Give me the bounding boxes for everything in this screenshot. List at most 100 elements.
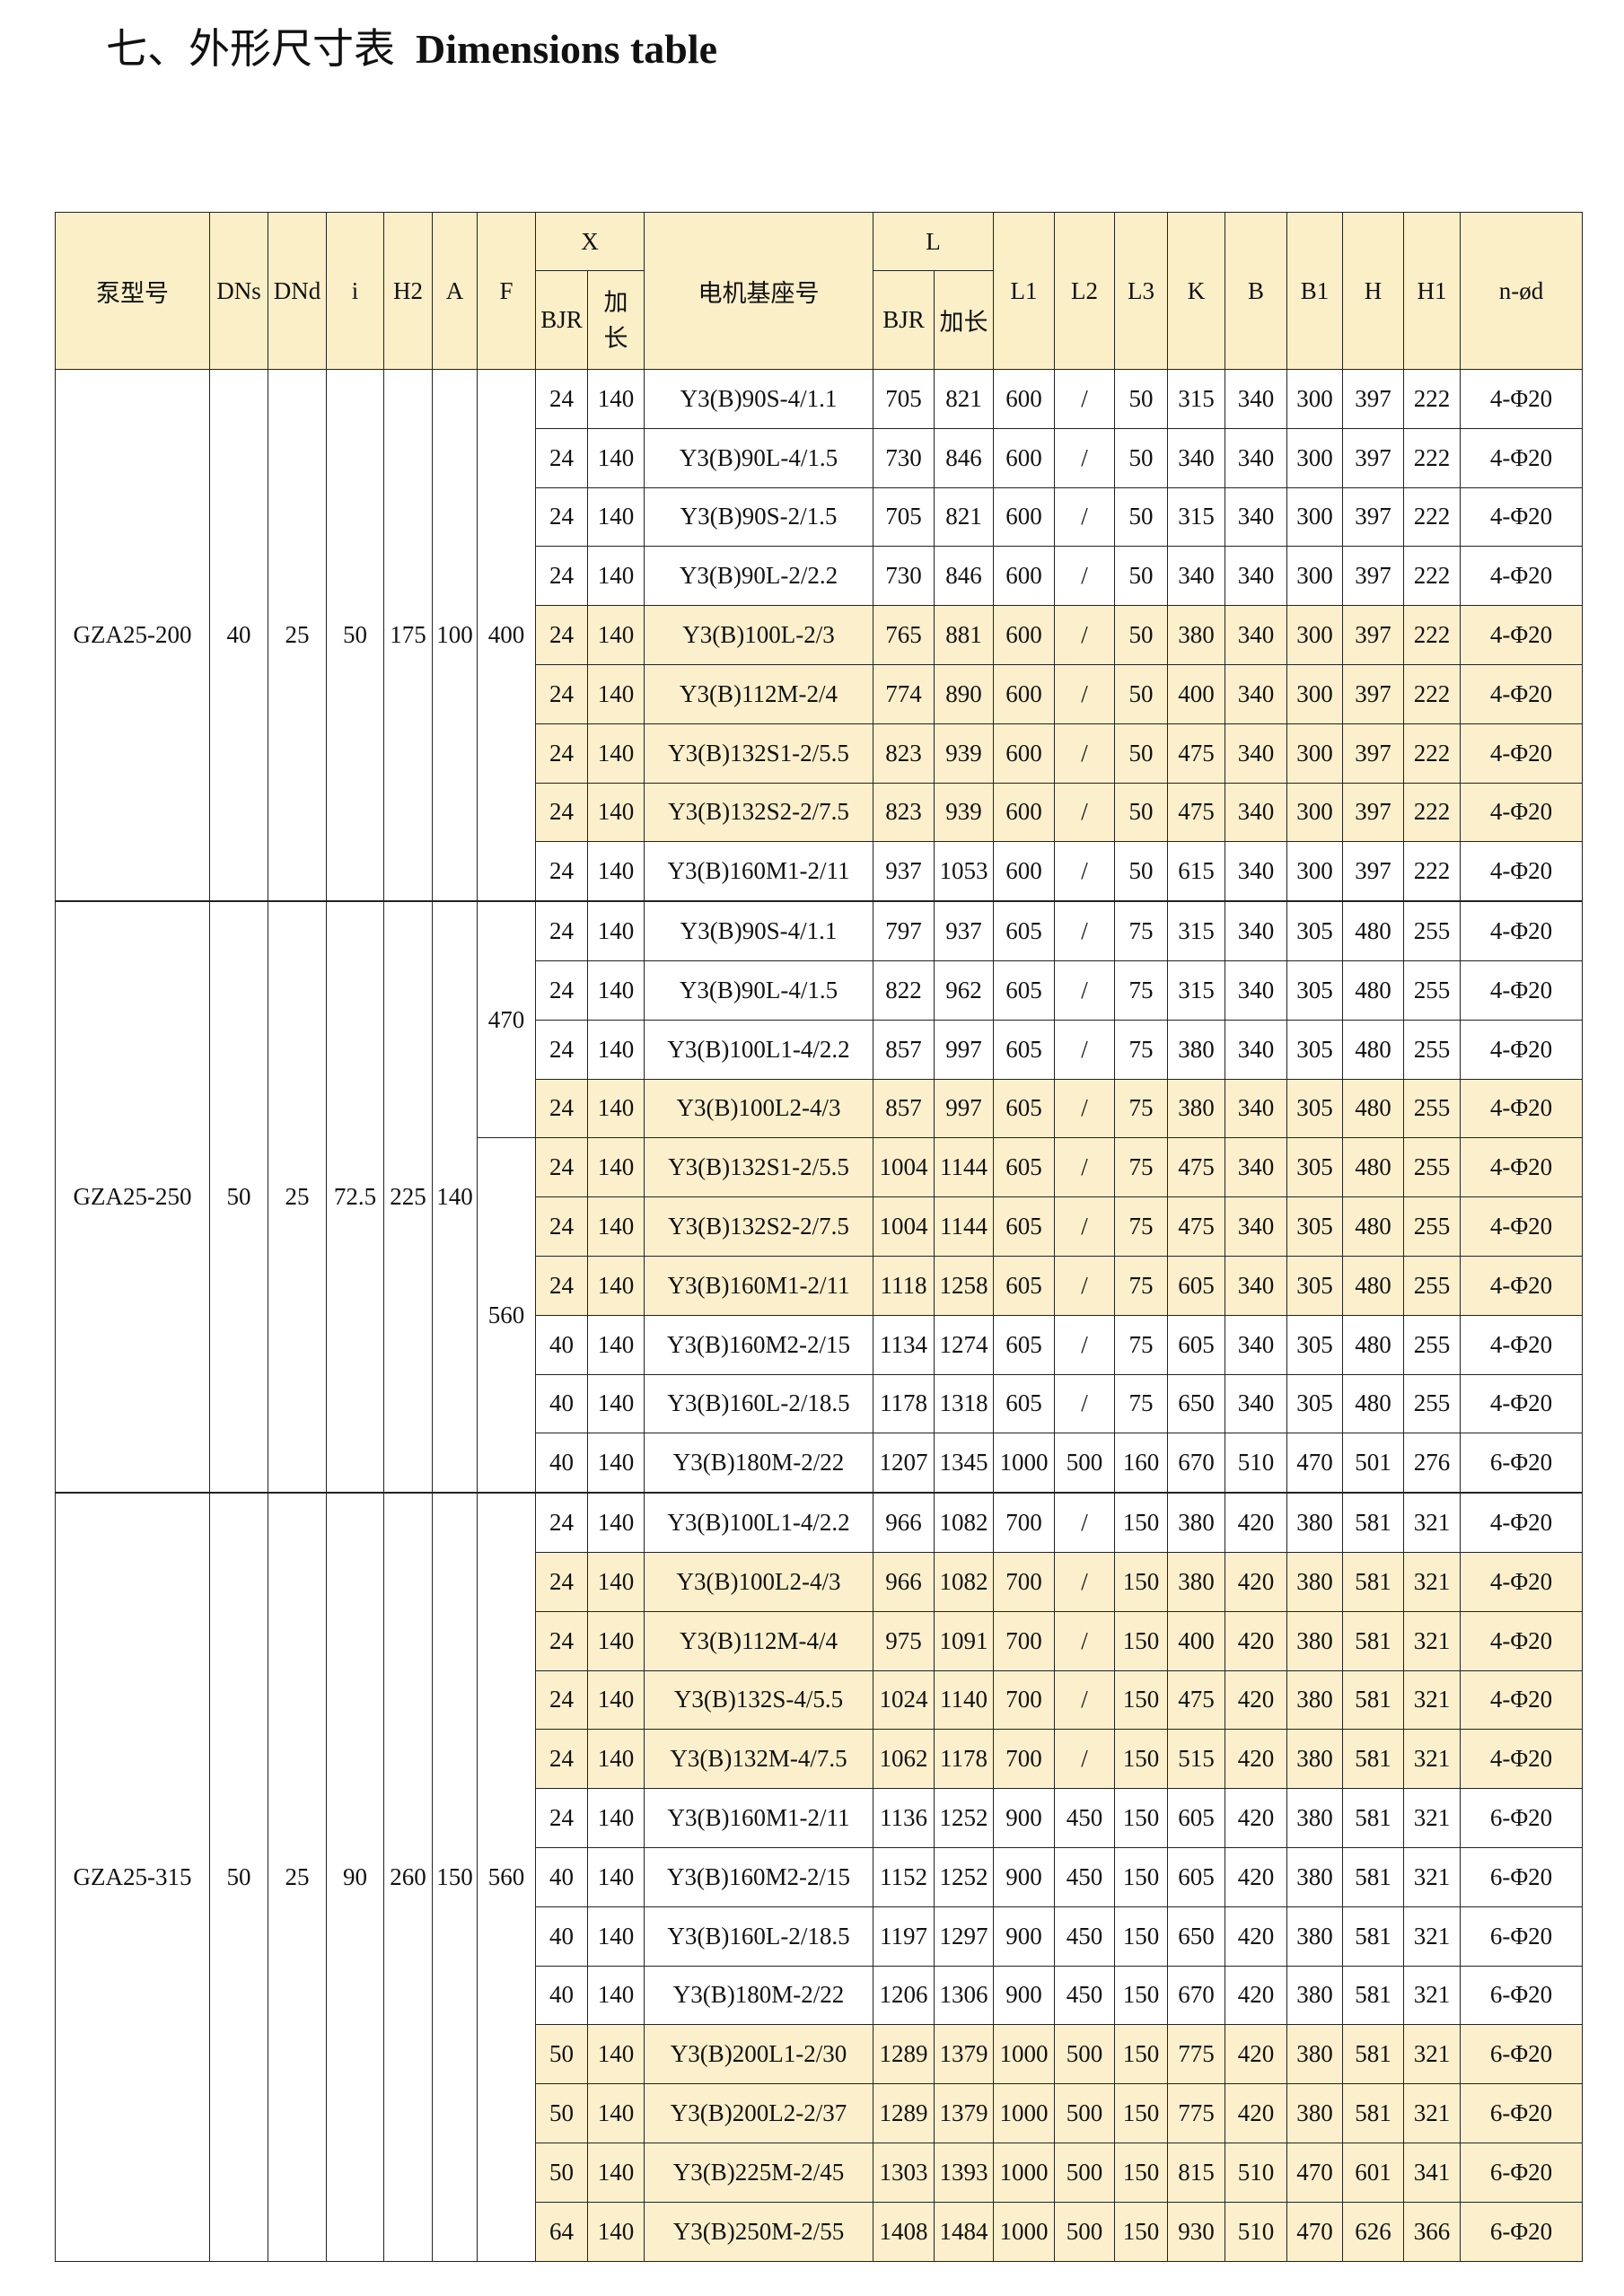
cell-k: 380 — [1167, 1551, 1225, 1612]
cell-l3: 75 — [1114, 900, 1168, 961]
cell-x-bjr: 24 — [535, 1137, 588, 1198]
cell-l-ext: 881 — [934, 605, 994, 665]
cell-nd: 4-Φ20 — [1460, 1019, 1583, 1080]
title-en: Dimensions table — [416, 26, 718, 72]
cell-motor: Y3(B)132S1-2/5.5 — [644, 723, 873, 784]
cell-b1: 380 — [1286, 1610, 1343, 1671]
header-h: H — [1342, 212, 1404, 370]
cell-l1: 900 — [993, 1846, 1055, 1907]
cell-l-bjr: 730 — [873, 427, 935, 488]
cell-x-ext: 140 — [587, 1965, 645, 2026]
cell-h1: 222 — [1403, 782, 1461, 843]
cell-k: 315 — [1167, 960, 1225, 1021]
cell-l1: 700 — [993, 1551, 1055, 1612]
cell-f: 400 — [477, 369, 536, 902]
header-model: 泵型号 — [55, 212, 210, 370]
cell-motor: Y3(B)90S-4/1.1 — [644, 900, 873, 961]
cell-nd: 6-Φ20 — [1460, 2142, 1583, 2203]
cell-l1: 1000 — [993, 2142, 1055, 2203]
cell-l-ext: 1345 — [934, 1433, 994, 1494]
cell-h1: 222 — [1403, 486, 1461, 548]
cell-x-bjr: 40 — [535, 1846, 588, 1907]
cell-h1: 222 — [1403, 427, 1461, 488]
cell-x-bjr: 40 — [535, 1965, 588, 2026]
cell-h: 480 — [1342, 1019, 1404, 1080]
cell-l-ext: 1082 — [934, 1492, 994, 1553]
header-nd: n-ød — [1460, 212, 1583, 370]
cell-b: 420 — [1225, 1492, 1287, 1553]
cell-b: 420 — [1225, 1551, 1287, 1612]
cell-b1: 380 — [1286, 1729, 1343, 1790]
cell-x-bjr: 24 — [535, 723, 588, 784]
table-row: 24 140 Y3(B)90L-4/1.5 730 846 600/50 340 340 300… — [56, 427, 1583, 488]
header-dnd: DNd — [268, 212, 327, 370]
cell-x-bjr: 24 — [535, 1610, 588, 1671]
cell-h: 480 — [1342, 1078, 1404, 1139]
cell-x-bjr: 50 — [535, 2142, 588, 2203]
table-row: 560 24 140 Y3(B)132S1-2/5.5 1004 1144 605/75 47… — [56, 1137, 1583, 1494]
cell-k: 380 — [1167, 1019, 1225, 1080]
cell-motor: Y3(B)160M2-2/15 — [644, 1846, 873, 1907]
cell-x-ext: 140 — [587, 369, 645, 429]
cell-h1: 276 — [1403, 1433, 1461, 1494]
cell-nd: 4-Φ20 — [1460, 1492, 1583, 1553]
cell-h1: 222 — [1403, 663, 1461, 724]
table-row: 40 140 Y3(B)180M-2/22 1206 1306 900 450 150 670 4… — [56, 1965, 1583, 2026]
cell-x-bjr: 24 — [535, 546, 588, 607]
cell-l-ext: 1484 — [934, 2201, 994, 2262]
cell-b: 510 — [1225, 1433, 1287, 1494]
cell-l1: 605 — [993, 1019, 1055, 1080]
table-row: 40 140 Y3(B)160M2-2/15 1134 1274 605/75 605 340… — [56, 1314, 1583, 1375]
cell-k: 380 — [1167, 605, 1225, 665]
cell-l-ext: 846 — [934, 427, 994, 488]
cell-x-ext: 140 — [587, 1314, 645, 1375]
cell-x-bjr: 40 — [535, 1314, 588, 1375]
cell-k: 775 — [1167, 2024, 1225, 2085]
cell-h: 397 — [1342, 723, 1404, 784]
header-h1: H1 — [1403, 212, 1461, 370]
cell-l-ext: 1379 — [934, 2083, 994, 2143]
cell-x-ext: 140 — [587, 1078, 645, 1139]
page-title: 七、外形尺寸表 Dimensions table — [106, 16, 717, 75]
cell-l1: 600 — [993, 723, 1055, 784]
cell-l-ext: 1306 — [934, 1965, 994, 2026]
cell-l3: 150 — [1114, 2201, 1168, 2262]
cell-h1: 222 — [1403, 841, 1461, 902]
cell-l-bjr: 966 — [873, 1551, 935, 1612]
table-row: GZA25-315 50 25 90 260 150 560 24 140 Y3(B)100L1-… — [55, 1492, 1583, 2262]
cell-l-bjr: 1207 — [873, 1433, 935, 1494]
header-l-bjr: BJR — [873, 270, 935, 370]
cell-k: 650 — [1167, 1906, 1225, 1967]
cell-l3: 75 — [1114, 1019, 1168, 1080]
header-x-ext-cell: 加长 — [587, 270, 645, 370]
cell-h: 397 — [1342, 369, 1404, 429]
cell-x-ext: 140 — [587, 2024, 645, 2085]
cell-b: 340 — [1225, 723, 1287, 784]
cell-i: 50 — [326, 369, 384, 902]
cell-l-bjr: 1408 — [873, 2201, 935, 2262]
cell-l3: 50 — [1114, 841, 1168, 902]
cell-l2: 500 — [1054, 2024, 1115, 2085]
cell-k: 475 — [1167, 1196, 1225, 1257]
cell-h1: 321 — [1403, 1492, 1461, 1553]
cell-motor: Y3(B)132S1-2/5.5 — [644, 1137, 873, 1198]
cell-l3: 50 — [1114, 546, 1168, 607]
header-h2: H2 — [383, 212, 433, 370]
cell-k: 475 — [1167, 1137, 1225, 1198]
header-motor: 电机基座号 — [644, 212, 873, 370]
cell-nd: 4-Φ20 — [1460, 1196, 1583, 1257]
cell-l-bjr: 822 — [873, 960, 935, 1021]
cell-h1: 321 — [1403, 1965, 1461, 2026]
cell-h: 581 — [1342, 2083, 1404, 2143]
header-k: K — [1167, 212, 1225, 370]
cell-l2: 500 — [1054, 2201, 1115, 2262]
cell-l-bjr: 823 — [873, 723, 935, 784]
cell-b: 340 — [1225, 605, 1287, 665]
cell-x-bjr: 24 — [535, 1196, 588, 1257]
cell-motor: Y3(B)90L-4/1.5 — [644, 427, 873, 488]
cell-x-ext: 140 — [587, 2201, 645, 2262]
cell-b: 510 — [1225, 2201, 1287, 2262]
cell-l-bjr: 1206 — [873, 1965, 935, 2026]
cell-h1: 321 — [1403, 1788, 1461, 1848]
cell-h: 480 — [1342, 1137, 1404, 1198]
